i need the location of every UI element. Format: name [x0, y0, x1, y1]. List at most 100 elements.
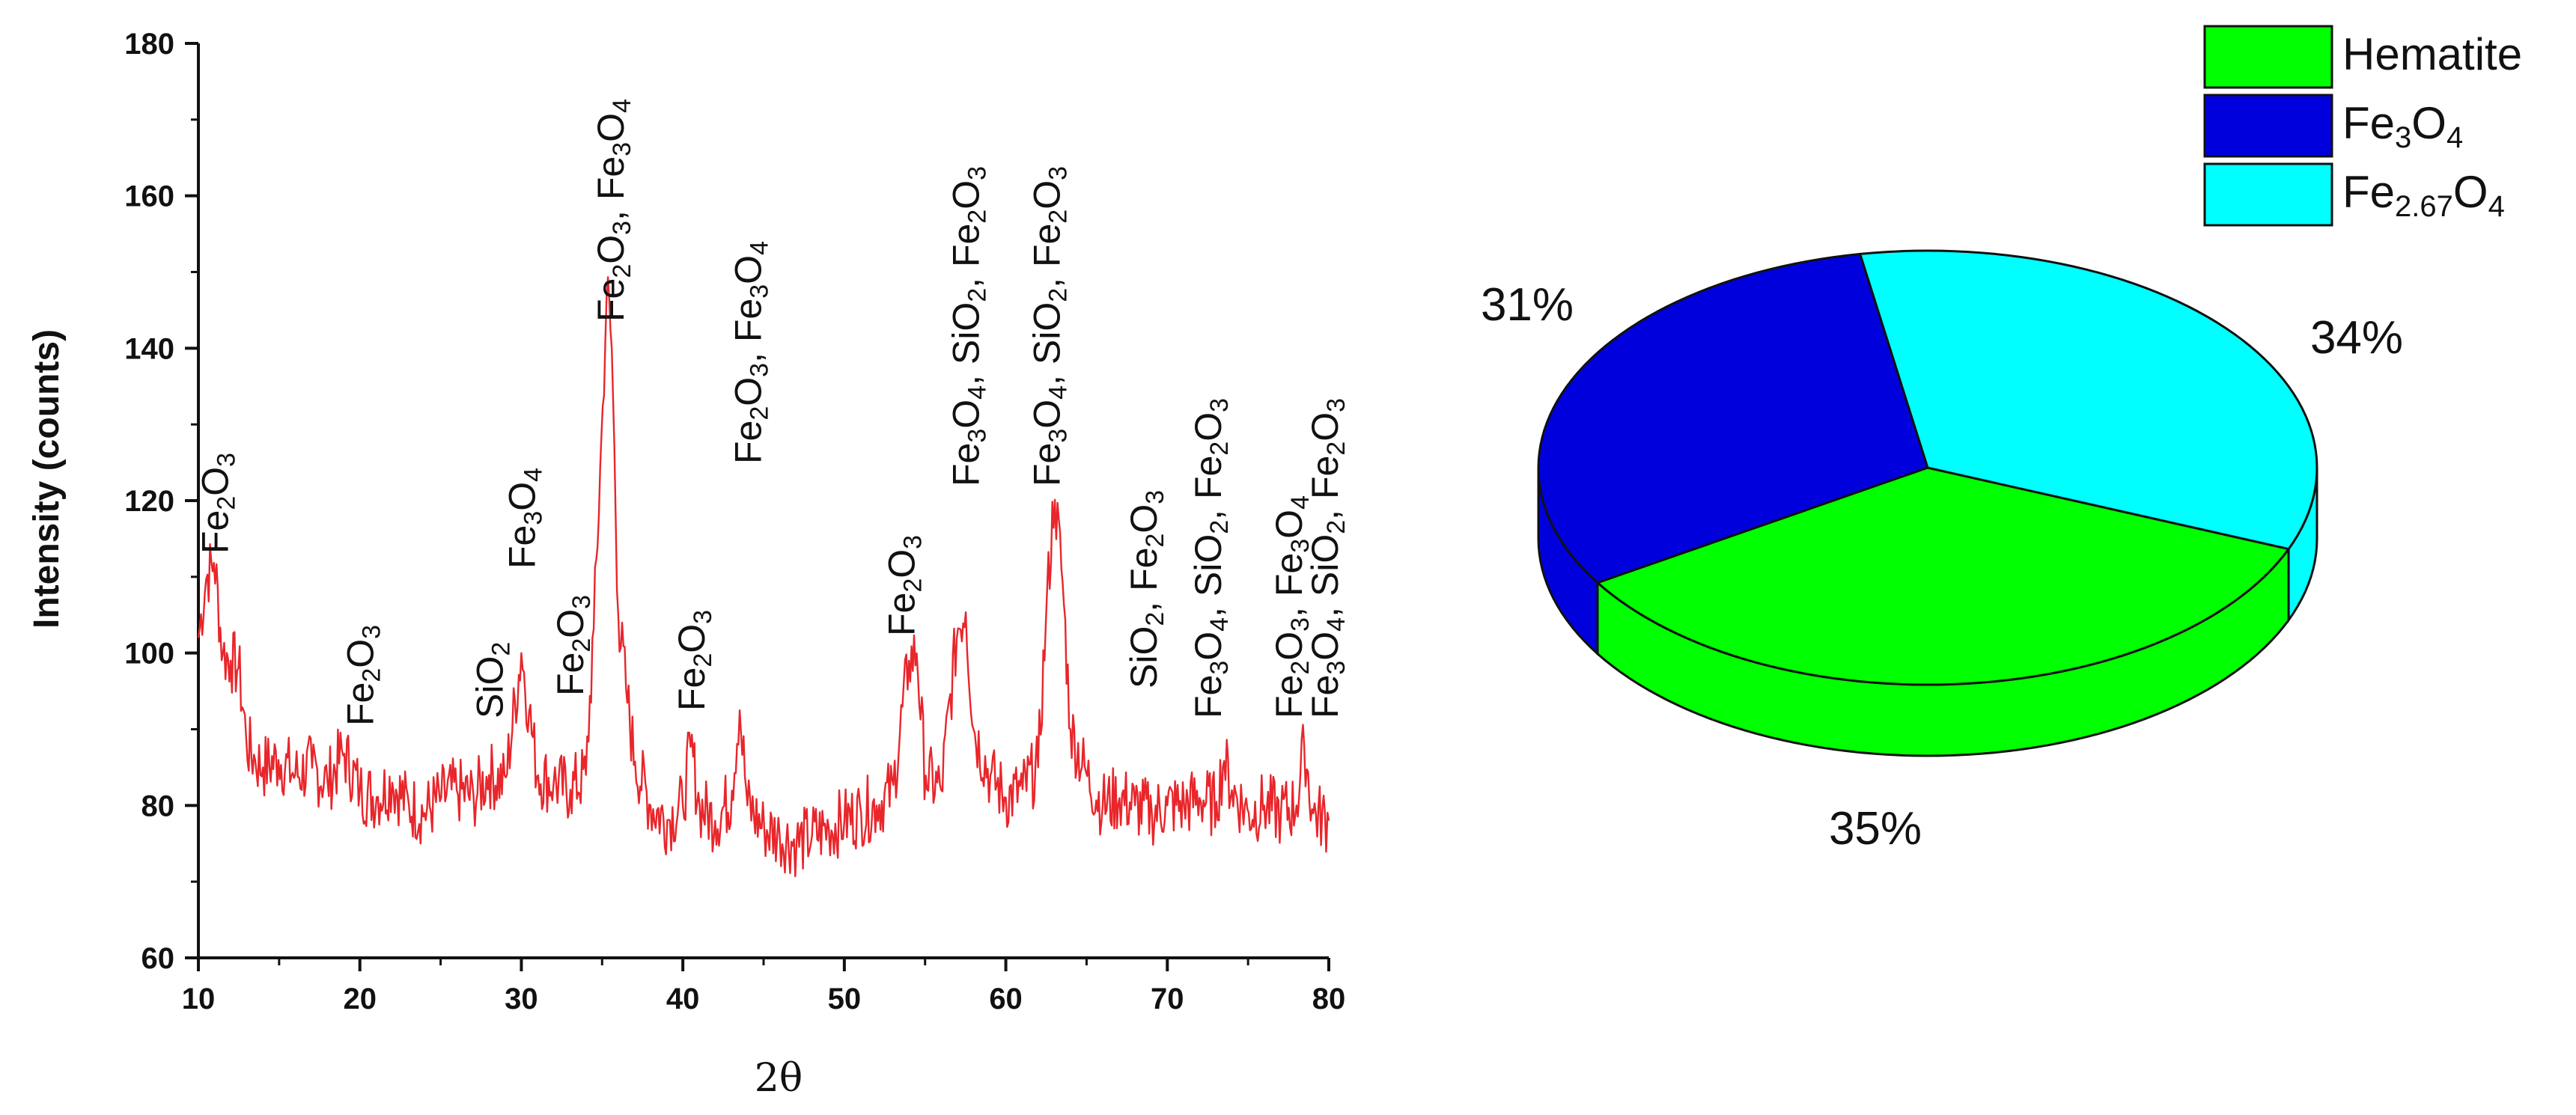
- peak-label: Fe3O4, SiO2, Fe2O3: [1304, 398, 1351, 718]
- peak-label: Fe2O3: [671, 610, 717, 711]
- peak-label-subscript: 2: [1322, 442, 1351, 456]
- peak-label-part: , Fe: [1123, 548, 1165, 612]
- peak-label-part: Fe: [340, 682, 382, 726]
- peak-label-part: O: [1123, 504, 1165, 534]
- legend-label-subscript: 4: [2446, 121, 2463, 154]
- x-tick-label: 70: [1151, 983, 1184, 1015]
- pie-percent-label: 34%: [2310, 312, 2403, 364]
- peak-label-subscript: 2: [898, 578, 927, 593]
- peak-label-subscript: 4: [745, 241, 773, 255]
- xrd-tick-labels: 10 20 30 40 50 60 70 80 60 80 100 120 140 160 180: [124, 28, 1345, 1015]
- pie-slice-fe3o4: [1537, 252, 1929, 584]
- peak-label-subscript: 3: [1044, 429, 1073, 443]
- peak-label-part: Fe: [1026, 443, 1068, 486]
- y-tick-label: 140: [124, 332, 174, 365]
- y-tick-label: 100: [124, 638, 174, 670]
- peak-label-subscript: 4: [1205, 617, 1234, 632]
- xrd-series: [197, 276, 1330, 878]
- peak-label: Fe3O4, SiO2, Fe2O3: [946, 166, 992, 486]
- peak-label-part: O: [1187, 412, 1229, 442]
- peak-label-subscript: 4: [519, 468, 547, 482]
- peak-label-subscript: 2: [1141, 612, 1169, 626]
- legend-label-part: O: [2453, 167, 2488, 217]
- peak-label-subscript: 3: [745, 284, 773, 299]
- legend-label-part: Hematite: [2342, 29, 2522, 79]
- peak-label: Fe3O4: [501, 468, 547, 569]
- y-tick-label: 160: [124, 180, 174, 213]
- x-tick-label: 20: [343, 983, 377, 1015]
- peak-label-subscript: 2: [1044, 210, 1073, 224]
- x-tick-label: 80: [1312, 983, 1346, 1015]
- x-tick-label: 60: [989, 983, 1023, 1015]
- legend-label-subscript: 3: [2395, 121, 2411, 154]
- peak-label-subscript: 3: [1286, 617, 1315, 632]
- legend-label: Fe3O4: [2342, 98, 2463, 154]
- peak-label: Fe2O3: [340, 625, 386, 726]
- peak-label-part: O: [946, 400, 987, 429]
- legend-label-subscript: 2.67: [2395, 190, 2453, 223]
- y-tick-label: 180: [124, 28, 174, 61]
- legend-label-part: O: [2411, 98, 2446, 148]
- peak-label-subscript: 2: [358, 668, 386, 682]
- peak-label-subscript: 2: [963, 210, 992, 224]
- legend-label: Fe2.67O4: [2342, 167, 2505, 223]
- peak-label-part: , SiO: [1187, 534, 1229, 617]
- peak-label-subscript: 3: [745, 363, 773, 377]
- peak-label-part: , Fe: [590, 156, 632, 221]
- legend-swatch: [2203, 162, 2333, 227]
- peak-label-part: O: [1304, 412, 1346, 442]
- peak-label-subscript: 3: [213, 453, 241, 467]
- peak-label-part: O: [195, 467, 237, 496]
- peak-label-subscript: 2: [1044, 288, 1073, 302]
- peak-label-part: O: [549, 609, 591, 638]
- peak-label-part: , Fe: [946, 224, 987, 288]
- legend-label-subscript: 4: [2488, 190, 2505, 223]
- pie-slice-hematite: [1596, 466, 2290, 686]
- peak-label-part: Fe: [671, 668, 713, 711]
- peak-label-subscript: 3: [963, 429, 992, 443]
- peak-label-part: , Fe: [727, 299, 769, 363]
- peak-label-part: , SiO: [1026, 302, 1068, 385]
- peak-label-subscript: 2: [1141, 534, 1169, 548]
- peak-label-part: Fe: [549, 653, 591, 696]
- peak-label-part: O: [1268, 510, 1310, 539]
- peak-label-subscript: 3: [1322, 661, 1351, 675]
- xrd-axes: [185, 42, 1330, 971]
- y-axis-title: Intensity (counts): [27, 329, 67, 629]
- peak-label-part: O: [590, 113, 632, 142]
- peak-label-part: , Fe: [1026, 224, 1068, 288]
- peak-label-subscript: 3: [1286, 539, 1315, 553]
- xrd-series-line: [197, 276, 1330, 878]
- peak-label-subscript: 4: [1044, 385, 1073, 400]
- peak-label-subscript: 3: [963, 166, 992, 180]
- pie-slice-fe2-67o4: [1859, 249, 2318, 551]
- peak-label-subscript: 3: [358, 625, 386, 639]
- peak-label: SiO2, Fe2O3: [1123, 490, 1169, 688]
- legend-swatch: [2203, 25, 2333, 89]
- peak-label: Fe3O4, SiO2, Fe2O3: [1187, 398, 1234, 718]
- peak-label-part: Fe: [195, 510, 237, 554]
- legend-swatch: [2203, 94, 2333, 158]
- peak-label-part: SiO: [1123, 626, 1165, 688]
- peak-label-subscript: 4: [1286, 495, 1315, 510]
- peak-label-subscript: 3: [519, 511, 547, 525]
- peak-label-part: O: [590, 235, 632, 264]
- x-tick-label: 10: [182, 983, 216, 1015]
- peak-label-part: SiO: [469, 656, 511, 718]
- peak-label-subscript: 3: [608, 142, 636, 156]
- peak-label-part: O: [1026, 400, 1068, 429]
- peak-label-part: Fe: [1304, 675, 1346, 718]
- peak-label-subscript: 3: [1205, 398, 1234, 412]
- peak-label-subscript: 2: [745, 406, 773, 421]
- peak-label-subscript: 3: [898, 535, 927, 549]
- peak-label: Fe3O4, SiO2, Fe2O3: [1026, 166, 1073, 486]
- x-axis-title: 2θ: [755, 1056, 803, 1101]
- peak-label-subscript: 2: [1286, 661, 1315, 675]
- pie-body: [1537, 249, 2318, 757]
- y-tick-label: 60: [141, 942, 175, 975]
- peak-label-subscript: 2: [567, 638, 596, 653]
- legend-label-part: Fe: [2342, 167, 2395, 217]
- x-tick-label: 40: [666, 983, 700, 1015]
